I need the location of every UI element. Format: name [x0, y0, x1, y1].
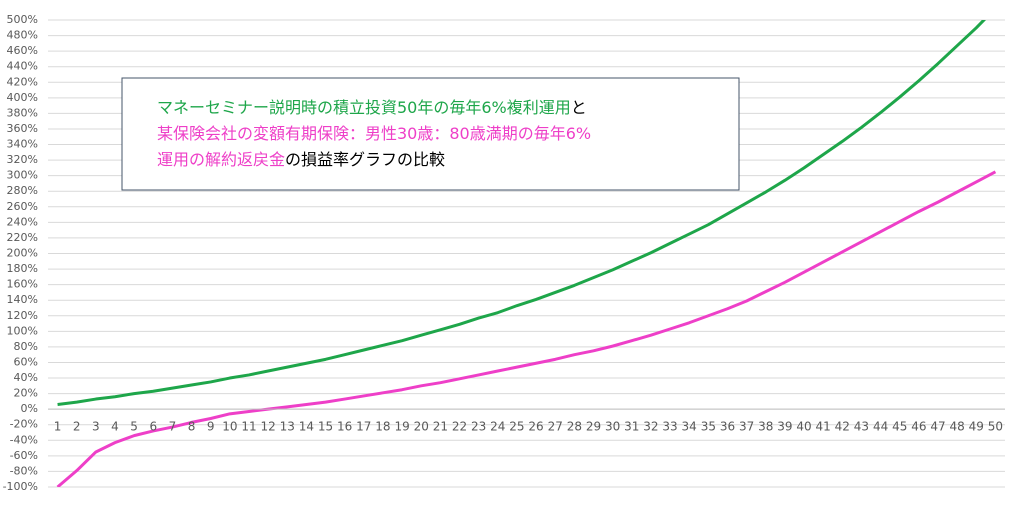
- y-tick-label: 140%: [7, 293, 38, 306]
- y-tick-label: 180%: [7, 262, 38, 275]
- x-tick-label: 45: [892, 420, 907, 434]
- y-tick-label: 0%: [21, 402, 38, 415]
- x-tick-label: 18: [375, 420, 390, 434]
- title-part: 某保険会社の変額有期保険：男性30歳：80歳満期の毎年6%: [157, 124, 591, 143]
- x-tick-label: 38: [758, 420, 773, 434]
- x-tick-label: 36: [720, 420, 735, 434]
- y-tick-label: 320%: [7, 153, 38, 166]
- x-tick-label: 29: [586, 420, 601, 434]
- y-tick-label: 380%: [7, 106, 38, 119]
- title-part: の損益率グラフの比較: [285, 150, 445, 169]
- x-tick-label: 11: [241, 420, 256, 434]
- x-tick-label: 44: [873, 420, 888, 434]
- x-tick-label: 16: [337, 420, 352, 434]
- y-tick-label: -100%: [3, 480, 38, 493]
- x-tick-label: 28: [567, 420, 582, 434]
- x-tick-label: 25: [509, 420, 524, 434]
- x-tick-label: 40: [796, 420, 811, 434]
- axis: -100% -80% -60% -40% -20% 0% 20% 40% 60% 80% 100% 1…: [3, 13, 1005, 493]
- title-box: [121, 77, 740, 191]
- x-tick-label: 6: [149, 420, 157, 434]
- title-line: 某保険会社の変額有期保険：男性30歳：80歳満期の毎年6%: [157, 124, 591, 143]
- x-tick-label: 3: [92, 420, 100, 434]
- y-tick-label: 220%: [7, 231, 38, 244]
- x-tick-label: 8: [188, 420, 196, 434]
- x-tick-label: 15: [318, 420, 333, 434]
- y-tick-label: 100%: [7, 324, 38, 337]
- y-tick-label: 200%: [7, 247, 38, 260]
- x-tick-label: 14: [299, 420, 314, 434]
- x-tick-label: 22: [452, 420, 467, 434]
- y-tick-label: 440%: [7, 60, 38, 73]
- x-tick-label: 26: [528, 420, 543, 434]
- x-tick-label: 30: [605, 420, 620, 434]
- y-tick-label: 260%: [7, 200, 38, 213]
- x-tick-label: 23: [471, 420, 486, 434]
- y-tick-label: 80%: [14, 340, 38, 353]
- x-tick-label: 47: [930, 420, 945, 434]
- title-line: 運用の解約返戻金の損益率グラフの比較: [157, 150, 445, 169]
- y-tick-label: 240%: [7, 215, 38, 228]
- y-tick-label: -80%: [10, 464, 38, 477]
- y-tick-label: 480%: [7, 29, 38, 42]
- y-tick-label: 160%: [7, 278, 38, 291]
- x-tick-label: 13: [280, 420, 295, 434]
- x-tick-label: 9: [207, 420, 215, 434]
- x-tick-label: 12: [260, 420, 275, 434]
- x-tick-label: 17: [356, 420, 371, 434]
- x-tick-label: 42: [835, 420, 850, 434]
- x-tick-label: 33: [662, 420, 677, 434]
- y-tick-label: -20%: [10, 418, 38, 431]
- x-tick-label: 7: [169, 420, 177, 434]
- y-tick-label: 20%: [14, 387, 38, 400]
- x-tick-label: 5: [130, 420, 138, 434]
- x-tick-label: 48: [950, 420, 965, 434]
- y-tick-label: 60%: [14, 355, 38, 368]
- title-part: と: [571, 98, 587, 117]
- x-tick-label: 43: [854, 420, 869, 434]
- x-tick-label: 21: [433, 420, 448, 434]
- y-tick-label: 400%: [7, 91, 38, 104]
- x-tick-label: 37: [739, 420, 754, 434]
- title: マネーセミナー説明時の積立投資50年の毎年6%複利運用と某保険会社の変額有期保険…: [157, 98, 591, 169]
- y-tick-label: 40%: [14, 371, 38, 384]
- x-tick-label: 35: [701, 420, 716, 434]
- y-tick-label: 420%: [7, 75, 38, 88]
- x-tick-label: 39: [777, 420, 792, 434]
- x-tick-label: 32: [643, 420, 658, 434]
- y-tick-label: -40%: [10, 433, 38, 446]
- y-tick-label: 280%: [7, 184, 38, 197]
- x-tick-label: 20: [414, 420, 429, 434]
- y-tick-label: 300%: [7, 169, 38, 182]
- x-tick-label: 1: [54, 420, 62, 434]
- x-tick-label: 27: [548, 420, 563, 434]
- x-tick-label: 50: [988, 420, 1003, 434]
- x-tick-label: 24: [490, 420, 505, 434]
- series-line: [57, 20, 987, 406]
- title-part: マネーセミナー説明時の積立投資50年の毎年6%複利運用: [157, 98, 571, 117]
- title-line: マネーセミナー説明時の積立投資50年の毎年6%複利運用と: [157, 98, 587, 117]
- x-tick-label: 19: [394, 420, 409, 434]
- y-tick-label: 340%: [7, 138, 38, 151]
- x-tick-label: 31: [624, 420, 639, 434]
- title-part: 運用の解約返戻金: [157, 150, 285, 169]
- x-tick-label: 41: [816, 420, 831, 434]
- x-tick-label: 46: [911, 420, 926, 434]
- y-tick-label: 120%: [7, 309, 38, 322]
- y-tick-label: 360%: [7, 122, 38, 135]
- x-tick-label: 4: [111, 420, 119, 434]
- x-tick-label: 49: [969, 420, 984, 434]
- y-tick-label: 500%: [7, 13, 38, 26]
- y-tick-label: -60%: [10, 449, 38, 462]
- y-tick-label: 460%: [7, 44, 38, 57]
- x-tick-label: 34: [682, 420, 697, 434]
- x-tick-label: 10: [222, 420, 237, 434]
- series-line: [56, 170, 997, 487]
- plot: [56, 20, 997, 487]
- x-tick-label: 2: [73, 420, 81, 434]
